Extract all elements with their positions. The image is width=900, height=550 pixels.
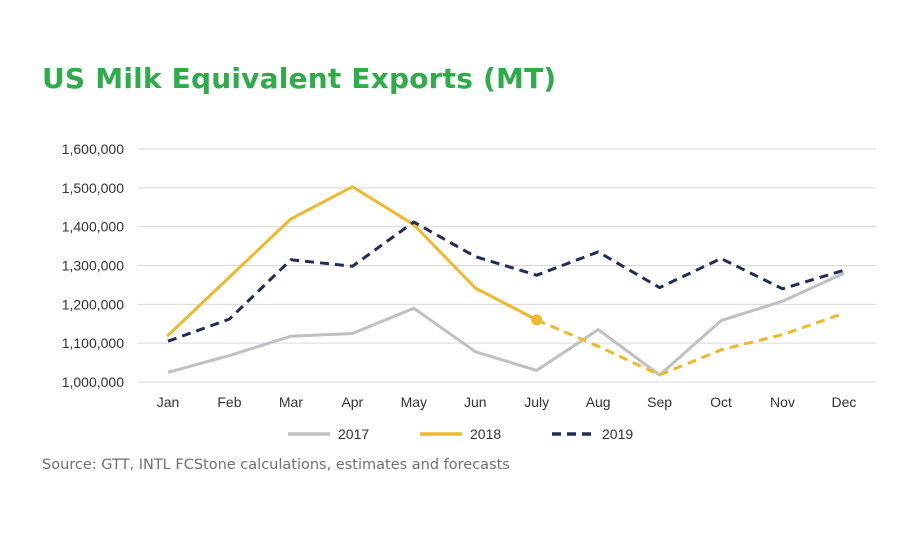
- x-tick-label: Jun: [464, 394, 487, 410]
- y-tick-label: 1,300,000: [62, 258, 124, 274]
- y-tick-label: 1,000,000: [62, 374, 124, 390]
- y-tick-label: 1,400,000: [62, 219, 124, 235]
- series-lines: [166, 185, 845, 377]
- x-tick-label: Jan: [157, 394, 180, 410]
- chart-title: US Milk Equivalent Exports (MT): [42, 62, 557, 95]
- source-note: Source: GTT, INTL FCStone calculations, …: [42, 457, 510, 473]
- series-marker-2018: [531, 314, 543, 326]
- x-tick-label: Nov: [770, 394, 795, 410]
- y-tick-label: 1,600,000: [62, 141, 124, 157]
- legend: 2017 2018 2019: [288, 426, 633, 442]
- x-axis-tick-labels: Jan Feb Mar Apr May Jun July Aug Sep Oct Nov Dec: [157, 394, 857, 410]
- x-tick-label: Apr: [341, 394, 363, 410]
- legend-label-2018: 2018: [470, 426, 501, 442]
- x-tick-label: July: [524, 394, 549, 410]
- series-line-2018-forecast: [536, 311, 845, 377]
- y-tick-label: 1,200,000: [62, 296, 124, 312]
- y-tick-label: 1,100,000: [62, 335, 124, 351]
- x-tick-label: Feb: [217, 394, 241, 410]
- x-tick-label: Dec: [831, 394, 856, 410]
- series-line-2017: [167, 271, 845, 377]
- x-tick-label: Oct: [710, 394, 732, 410]
- y-tick-label: 1,500,000: [62, 180, 124, 196]
- y-axis-tick-labels: 1,000,000 1,100,000 1,200,000 1,300,000 1,40…: [62, 141, 124, 390]
- x-tick-label: May: [401, 394, 427, 410]
- legend-label-2019: 2019: [602, 426, 633, 442]
- x-tick-label: Mar: [279, 394, 303, 410]
- series-line-2018-actual: [166, 185, 539, 337]
- x-tick-label: Sep: [647, 394, 672, 410]
- series-line-2019: [167, 220, 845, 343]
- x-tick-label: Aug: [586, 394, 611, 410]
- legend-label-2017: 2017: [338, 426, 369, 442]
